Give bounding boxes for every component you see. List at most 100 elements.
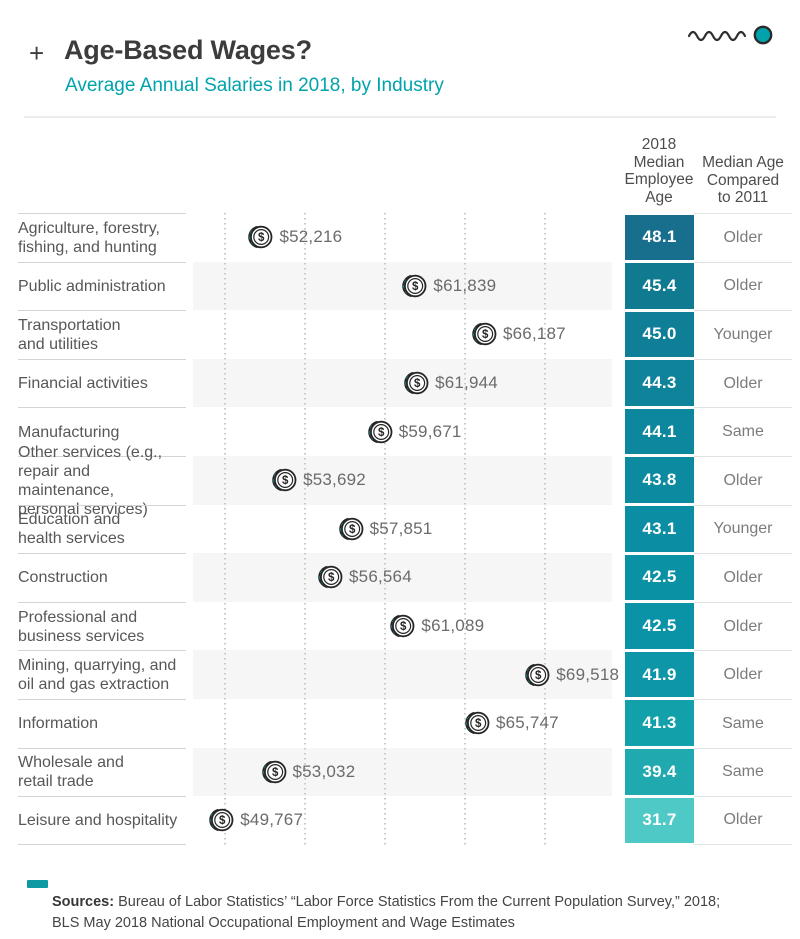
age-cell: 45.0	[625, 311, 694, 358]
dollar-coin-icon: $	[272, 469, 297, 492]
dollar-coin-icon: $	[261, 760, 286, 784]
svg-text:$: $	[219, 816, 226, 828]
industry-label-cell: Leisure and hospitality	[18, 796, 186, 845]
svg-text:$: $	[414, 378, 421, 390]
age-cell: 41.9	[625, 651, 694, 698]
industry-label-cell: Education and health services	[18, 504, 186, 554]
salary-point: $ $49,767	[208, 807, 303, 833]
compare-value: Same	[722, 763, 764, 781]
industry-label-cell: Other services (e.g., repair and mainten…	[18, 444, 186, 518]
industry-label-cell: Agriculture, forestry, fishing, and hunt…	[18, 213, 186, 262]
compare-value: Older	[723, 374, 763, 392]
age-value: 48.1	[642, 227, 677, 247]
salary-point: $ $59,671	[367, 419, 462, 445]
age-value: 42.5	[642, 616, 677, 636]
salary-point: $ $61,839	[401, 273, 496, 299]
industry-label-cell: Information	[18, 698, 186, 748]
compare-cell: Older	[694, 553, 792, 602]
table-row: Agriculture, forestry, fishing, and hunt…	[0, 213, 800, 262]
salary-value: $59,671	[398, 421, 462, 441]
age-cell: 45.4	[625, 263, 694, 309]
compare-cell: Same	[694, 747, 792, 797]
salary-age-table: Agriculture, forestry, fishing, and hunt…	[0, 213, 800, 845]
industry-label: Construction	[18, 569, 108, 587]
dollar-coin-icon: $	[525, 663, 550, 686]
compare-value: Older	[723, 277, 763, 295]
industry-label: Education and health services	[18, 511, 125, 548]
compare-cell: Same	[694, 407, 792, 456]
dot-icon	[753, 25, 773, 45]
salary-value: $66,187	[502, 324, 566, 344]
svg-text:$: $	[328, 573, 335, 585]
dollar-coin-icon: $	[472, 323, 497, 346]
salary-value: $49,767	[240, 810, 304, 830]
table-row: Construction $ $56,564 42.5 Older	[0, 553, 800, 602]
age-value: 44.3	[642, 373, 677, 393]
sources-text: Sources: Bureau of Labor Statistics’ “La…	[52, 871, 767, 934]
industry-label: Mining, quarrying, and oil and gas extra…	[18, 657, 177, 694]
row-stripe	[193, 358, 612, 408]
age-cell: 41.3	[625, 700, 694, 747]
svg-text:$: $	[400, 621, 407, 633]
age-value: 41.9	[642, 664, 677, 684]
compare-value: Same	[722, 423, 764, 441]
table-row: Wholesale and retail trade $ $53,032 39.…	[0, 747, 800, 797]
salary-point: $ $61,944	[403, 370, 498, 396]
age-cell: 44.1	[625, 408, 694, 455]
header-decoration	[686, 22, 778, 53]
dollar-coin-icon: $	[209, 809, 234, 832]
industry-label-cell: Manufacturing	[18, 407, 186, 456]
svg-text:$: $	[482, 330, 489, 342]
age-cell: 42.5	[625, 603, 694, 649]
industry-label: Transportation and utilities	[18, 316, 121, 353]
industry-label: Financial activities	[18, 375, 148, 393]
age-value: 43.8	[642, 470, 677, 490]
age-cell: 43.8	[625, 457, 694, 504]
page-subtitle: Average Annual Salaries in 2018, by Indu…	[65, 75, 444, 96]
plus-icon: +	[29, 38, 45, 68]
salary-value: $61,089	[421, 616, 485, 636]
salary-point: $ $52,216	[247, 224, 342, 250]
compare-value: Older	[723, 617, 763, 635]
column-header-compare: Median Age Compared to 2011	[702, 154, 784, 206]
salary-point: $ $65,747	[464, 710, 559, 736]
compare-cell: Older	[694, 650, 792, 699]
industry-label-cell: Transportation and utilities	[18, 310, 186, 359]
industry-label-cell: Professional and business services	[18, 601, 186, 651]
age-cell: 43.1	[625, 506, 694, 552]
table-row: Manufacturing $ $59,671 44.1 Same	[0, 407, 800, 456]
sources-dash-icon	[27, 880, 48, 888]
dollar-coin-icon: $	[318, 566, 343, 589]
age-cell: 44.3	[625, 360, 694, 406]
industry-label: Agriculture, forestry, fishing, and hunt…	[18, 219, 160, 256]
industry-label-cell: Public administration	[18, 261, 186, 311]
industry-label: Manufacturing	[18, 423, 120, 441]
salary-point: $ $69,518	[524, 662, 619, 688]
compare-cell: Younger	[694, 504, 792, 554]
age-value: 31.7	[642, 810, 677, 830]
compare-cell: Older	[694, 601, 792, 651]
compare-value: Older	[723, 811, 763, 829]
dollar-coin-icon: $	[248, 226, 273, 249]
compare-value: Younger	[713, 520, 773, 538]
age-value: 45.4	[642, 275, 677, 295]
industry-label: Information	[18, 715, 99, 733]
industry-label-cell: Mining, quarrying, and oil and gas extra…	[18, 650, 186, 699]
row-stripe	[193, 747, 612, 797]
salary-point: $ $56,564	[317, 564, 412, 590]
salary-value: $61,944	[435, 373, 498, 393]
header-divider	[24, 116, 776, 118]
industry-label: Professional and business services	[18, 608, 145, 645]
salary-value: $53,032	[292, 761, 356, 781]
compare-cell: Older	[694, 261, 792, 311]
column-header-age: 2018 Median Employee Age	[624, 136, 694, 206]
age-value: 43.1	[642, 518, 677, 538]
industry-label: Wholesale and retail trade	[18, 754, 124, 791]
age-value: 41.3	[642, 713, 677, 733]
dollar-coin-icon: $	[402, 274, 427, 298]
age-value: 44.1	[642, 421, 677, 441]
salary-point: $ $53,692	[271, 467, 366, 493]
svg-text:$: $	[271, 767, 278, 779]
compare-value: Older	[723, 228, 763, 246]
